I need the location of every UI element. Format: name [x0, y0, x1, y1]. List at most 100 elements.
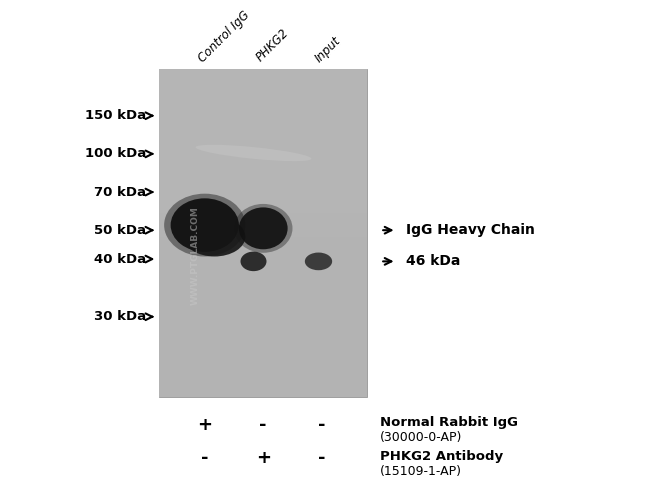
- Ellipse shape: [234, 204, 292, 253]
- Bar: [159, 294, 367, 299]
- Bar: [159, 245, 367, 250]
- Ellipse shape: [183, 217, 246, 257]
- Bar: [159, 335, 367, 340]
- Bar: [159, 139, 367, 143]
- Bar: [159, 114, 367, 119]
- Bar: [159, 388, 367, 393]
- Bar: [159, 331, 367, 336]
- Bar: [159, 290, 367, 295]
- Bar: [159, 89, 367, 94]
- Text: (30000-0-AP): (30000-0-AP): [380, 431, 463, 444]
- Bar: [159, 327, 367, 332]
- Text: 150 kDa: 150 kDa: [85, 109, 146, 122]
- Bar: [159, 286, 367, 291]
- Bar: [159, 393, 367, 397]
- Bar: [159, 298, 367, 303]
- Bar: [159, 69, 367, 73]
- Bar: [159, 192, 367, 196]
- Bar: [159, 196, 367, 201]
- Bar: [159, 175, 367, 180]
- Ellipse shape: [170, 198, 239, 252]
- Text: 30 kDa: 30 kDa: [94, 310, 146, 323]
- Text: PHKG2: PHKG2: [254, 27, 292, 64]
- Bar: [159, 356, 367, 360]
- Bar: [159, 237, 367, 242]
- Ellipse shape: [239, 207, 287, 249]
- Text: IgG Heavy Chain: IgG Heavy Chain: [406, 223, 535, 237]
- Bar: [159, 221, 367, 225]
- Ellipse shape: [196, 145, 311, 161]
- Bar: [159, 262, 367, 266]
- Text: 100 kDa: 100 kDa: [85, 147, 146, 161]
- Ellipse shape: [305, 252, 332, 270]
- Bar: [159, 130, 367, 135]
- Bar: [159, 323, 367, 327]
- Bar: [159, 110, 367, 114]
- Bar: [159, 319, 367, 324]
- Text: (15109-1-AP): (15109-1-AP): [380, 465, 462, 478]
- Bar: [159, 372, 367, 377]
- Bar: [159, 376, 367, 381]
- Bar: [159, 118, 367, 122]
- Text: WWW.PTGLAB.COM: WWW.PTGLAB.COM: [190, 206, 200, 305]
- Text: Input: Input: [313, 34, 343, 64]
- Bar: [159, 282, 367, 286]
- Bar: [159, 257, 367, 262]
- Ellipse shape: [164, 194, 246, 257]
- Bar: [159, 163, 367, 167]
- Bar: [159, 98, 367, 102]
- Bar: [159, 126, 367, 131]
- Bar: [159, 204, 367, 209]
- Bar: [159, 344, 367, 348]
- Bar: [159, 306, 367, 311]
- Bar: [159, 147, 367, 151]
- Bar: [159, 224, 367, 229]
- Text: Control IgG: Control IgG: [196, 8, 252, 64]
- Text: +: +: [197, 416, 213, 434]
- Bar: [159, 380, 367, 385]
- Bar: [159, 167, 367, 172]
- Text: -: -: [318, 416, 326, 434]
- Bar: [159, 229, 367, 233]
- Bar: [159, 303, 367, 307]
- Bar: [159, 85, 367, 90]
- Text: -: -: [201, 449, 209, 467]
- Bar: [159, 347, 367, 352]
- Bar: [159, 122, 367, 126]
- Bar: [159, 270, 367, 274]
- Text: +: +: [255, 449, 271, 467]
- Bar: [159, 253, 367, 258]
- Bar: [159, 105, 367, 110]
- Text: -: -: [259, 416, 267, 434]
- Bar: [159, 241, 367, 245]
- Bar: [159, 265, 367, 270]
- Ellipse shape: [240, 252, 266, 271]
- Text: 40 kDa: 40 kDa: [94, 253, 146, 265]
- Bar: [159, 278, 367, 283]
- Bar: [159, 93, 367, 98]
- Text: PHKG2 Antibody: PHKG2 Antibody: [380, 450, 503, 463]
- Bar: [159, 81, 367, 85]
- Bar: [159, 360, 367, 365]
- Bar: [159, 216, 367, 221]
- Bar: [159, 311, 367, 315]
- Bar: [159, 212, 367, 217]
- Bar: [159, 339, 367, 344]
- Bar: [159, 155, 367, 160]
- Bar: [159, 77, 367, 81]
- Bar: [159, 274, 367, 278]
- Bar: [159, 69, 367, 397]
- Bar: [159, 200, 367, 204]
- Bar: [159, 364, 367, 368]
- Bar: [159, 151, 367, 155]
- Text: 46 kDa: 46 kDa: [406, 254, 461, 268]
- Bar: [159, 315, 367, 319]
- Bar: [159, 188, 367, 192]
- Bar: [159, 159, 367, 163]
- Bar: [159, 352, 367, 356]
- Bar: [159, 183, 367, 188]
- Bar: [159, 368, 367, 373]
- Bar: [159, 180, 367, 184]
- Bar: [159, 102, 367, 106]
- Bar: [159, 73, 367, 78]
